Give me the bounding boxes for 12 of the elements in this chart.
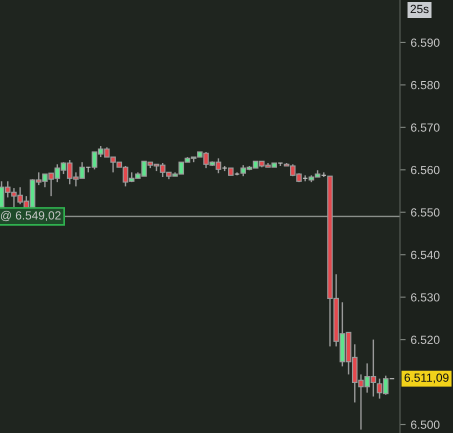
y-tick-label: 6.590 — [411, 38, 440, 47]
y-tick-label: 6.500 — [411, 420, 440, 429]
text: 25s — [410, 4, 429, 14]
y-tick-label: 6.520 — [411, 336, 440, 344]
y-tick-label: 6.540 — [411, 250, 440, 260]
y-tick-label: 6.570 — [411, 123, 440, 132]
y-tick-label: 6.550 — [411, 208, 440, 217]
y-tick-label: 6.580 — [411, 80, 440, 90]
text: 6.511,09 — [404, 373, 449, 384]
ref-line-label: @ 6.549,02 — [0, 210, 61, 222]
y-tick-label: 6.560 — [411, 166, 440, 174]
y-tick-label: 6.530 — [411, 293, 440, 302]
